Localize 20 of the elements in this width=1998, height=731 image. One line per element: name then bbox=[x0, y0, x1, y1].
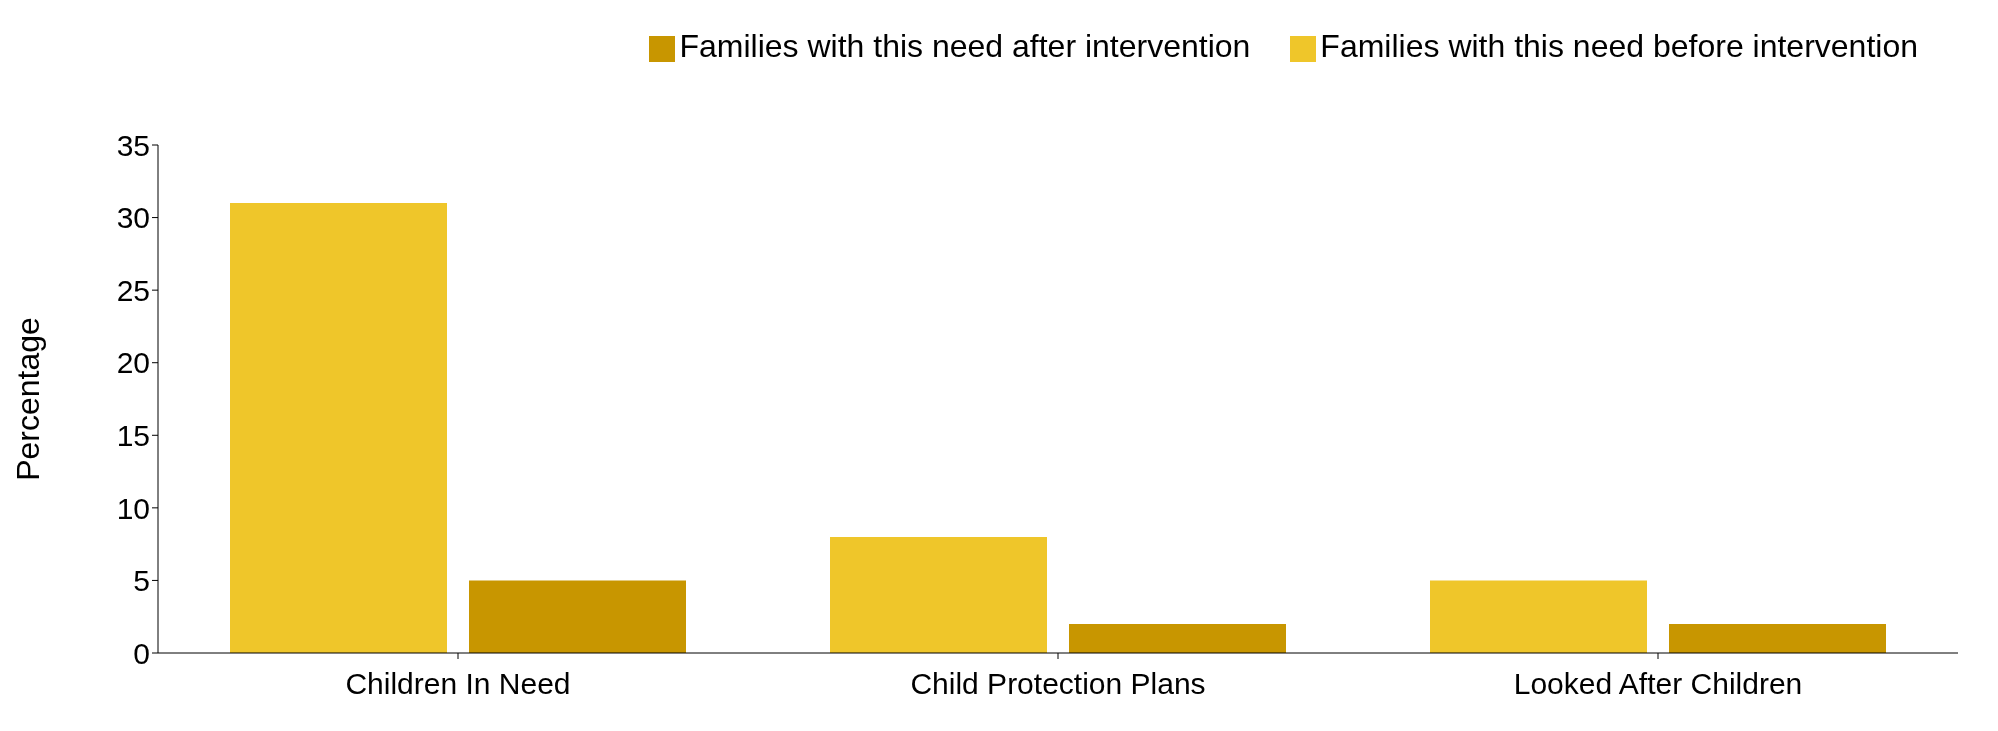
y-tick-label: 30 bbox=[116, 201, 150, 235]
x-tick-label: Looked After Children bbox=[1513, 667, 1803, 701]
y-tick-label: 5 bbox=[133, 564, 150, 598]
bar bbox=[1069, 623, 1286, 653]
bar bbox=[1669, 623, 1886, 653]
y-tick-label: 20 bbox=[116, 346, 150, 380]
y-tick-label: 0 bbox=[133, 636, 150, 670]
x-tick-label: Children In Need bbox=[345, 667, 571, 701]
y-axis-title: Percentage bbox=[10, 317, 47, 481]
bar bbox=[230, 203, 447, 653]
bar bbox=[830, 536, 1047, 653]
bar bbox=[469, 580, 686, 653]
y-tick-label: 35 bbox=[116, 128, 150, 162]
y-tick-label: 10 bbox=[116, 491, 150, 525]
bar bbox=[1430, 580, 1647, 653]
legend-label: Families with this need before intervention bbox=[1320, 28, 1918, 64]
y-tick-label: 25 bbox=[116, 273, 150, 307]
y-tick-label: 15 bbox=[116, 418, 150, 452]
x-tick-label: Child Protection Plans bbox=[910, 667, 1206, 701]
legend-label: Families with this need after intervention bbox=[679, 28, 1251, 64]
